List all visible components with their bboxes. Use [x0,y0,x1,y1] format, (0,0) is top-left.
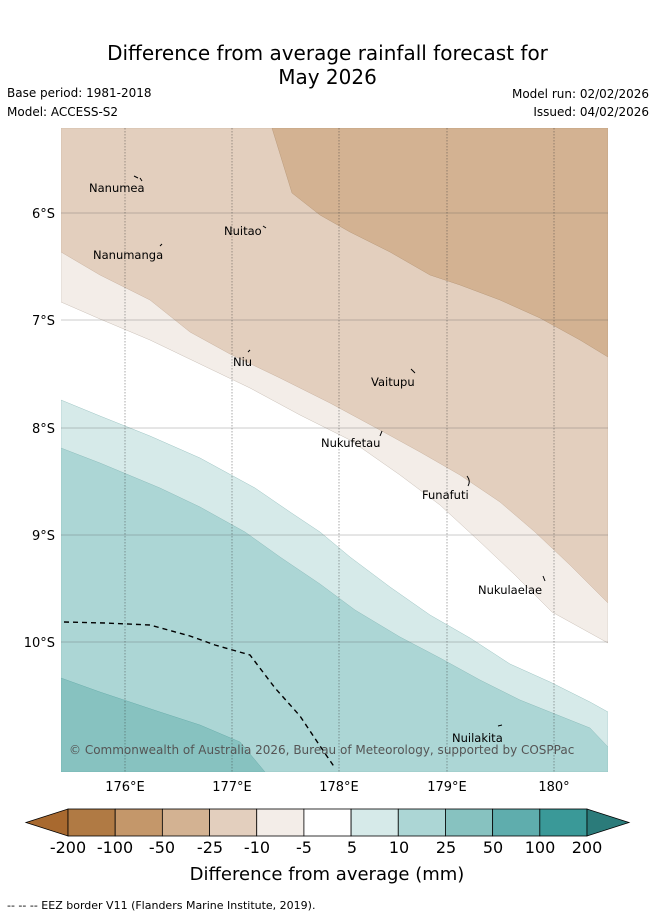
legend-tick-minus50: -50 [149,838,175,857]
island-label-nanumanga: Nanumanga [93,248,163,262]
island-label-funafuti: Funafuti [422,488,469,502]
copyright-text: © Commonwealth of Australia 2026, Bureau… [69,743,574,757]
eez-border-line [63,621,336,769]
lon-tick-labels: 176°E 177°E 178°E 179°E 180° [105,780,569,795]
colorbar-swatch [539,808,588,837]
colorbar-swatch [397,808,446,837]
legend-tick-25: 25 [436,838,456,857]
region-minus50-to-minus25 [271,128,608,358]
island-label-nukufetau: Nukufetau [321,436,380,450]
legend-tick-minus200: -200 [50,838,86,857]
lat-tick-8s: 8°S [32,422,55,437]
colorbar-extend-low [24,808,69,837]
lat-tick-labels: 6°S 7°S 8°S 9°S 10°S [24,207,55,651]
region-25-to-50 [61,677,266,772]
colorbar-swatch [350,808,399,837]
legend-tick-10: 10 [389,838,409,857]
eez-border-footnote: -- -- -- EEZ border V11 (Flanders Marine… [7,899,316,912]
island-labels: Nanumea Nuitao Nanumanga Niu Vaitupu Nuk… [89,181,542,745]
issued-label: Issued: 04/02/2026 [533,105,649,119]
colorbar-swatch [67,808,116,837]
colorbar-tick-labels: -200 -100 -50 -25 -10 -5 5 10 25 50 100 … [50,838,602,857]
lat-tick-6s: 6°S [32,207,55,222]
colorbar-swatch [445,808,494,837]
colorbar-swatch [114,808,163,837]
legend-tick-minus5: -5 [296,838,312,857]
lon-tick-178e: 178°E [319,780,359,795]
colorbar-swatch [256,808,305,837]
island-marks [133,175,546,727]
region-10-to-25 [61,447,608,772]
model-label: Model: ACCESS-S2 [7,105,119,119]
lat-tick-10s: 10°S [24,636,55,651]
colorbar-swatch [209,808,258,837]
island-label-nuitao: Nuitao [224,224,262,238]
island-label-nanumea: Nanumea [89,181,145,195]
island-label-vaitupu: Vaitupu [371,375,415,389]
island-label-niu: Niu [233,355,252,369]
island-label-nuilakita: Nuilakita [452,731,503,745]
base-period-label: Base period: 1981-2018 [7,86,152,100]
chart-title-line2: May 2026 [278,65,377,89]
island-label-nukulaelae: Nukulaelae [478,583,542,597]
legend-tick-minus100: -100 [97,838,133,857]
lat-tick-9s: 9°S [32,529,55,544]
lon-tick-179e: 179°E [427,780,467,795]
colorbar-swatch [492,808,541,837]
legend-tick-50: 50 [483,838,503,857]
model-run-label: Model run: 02/02/2026 [511,87,649,101]
legend-tick-5: 5 [347,838,357,857]
colorbar-swatch [161,808,210,837]
lon-tick-176e: 176°E [105,780,145,795]
legend-tick-200: 200 [572,838,603,857]
lon-tick-177e: 177°E [212,780,252,795]
legend-tick-minus25: -25 [197,838,223,857]
chart-title-line1: Difference from average rainfall forecas… [107,41,548,65]
colorbar-label: Difference from average (mm) [190,864,465,885]
colorbar-extend-high [586,808,631,837]
gridlines [61,128,608,772]
lat-tick-7s: 7°S [32,314,55,329]
legend-tick-minus10: -10 [244,838,270,857]
colorbar-swatch [303,808,352,837]
lon-tick-180: 180° [538,780,569,795]
legend-tick-100: 100 [525,838,556,857]
colorbar [24,808,631,837]
rainfall-map-area [61,128,608,772]
